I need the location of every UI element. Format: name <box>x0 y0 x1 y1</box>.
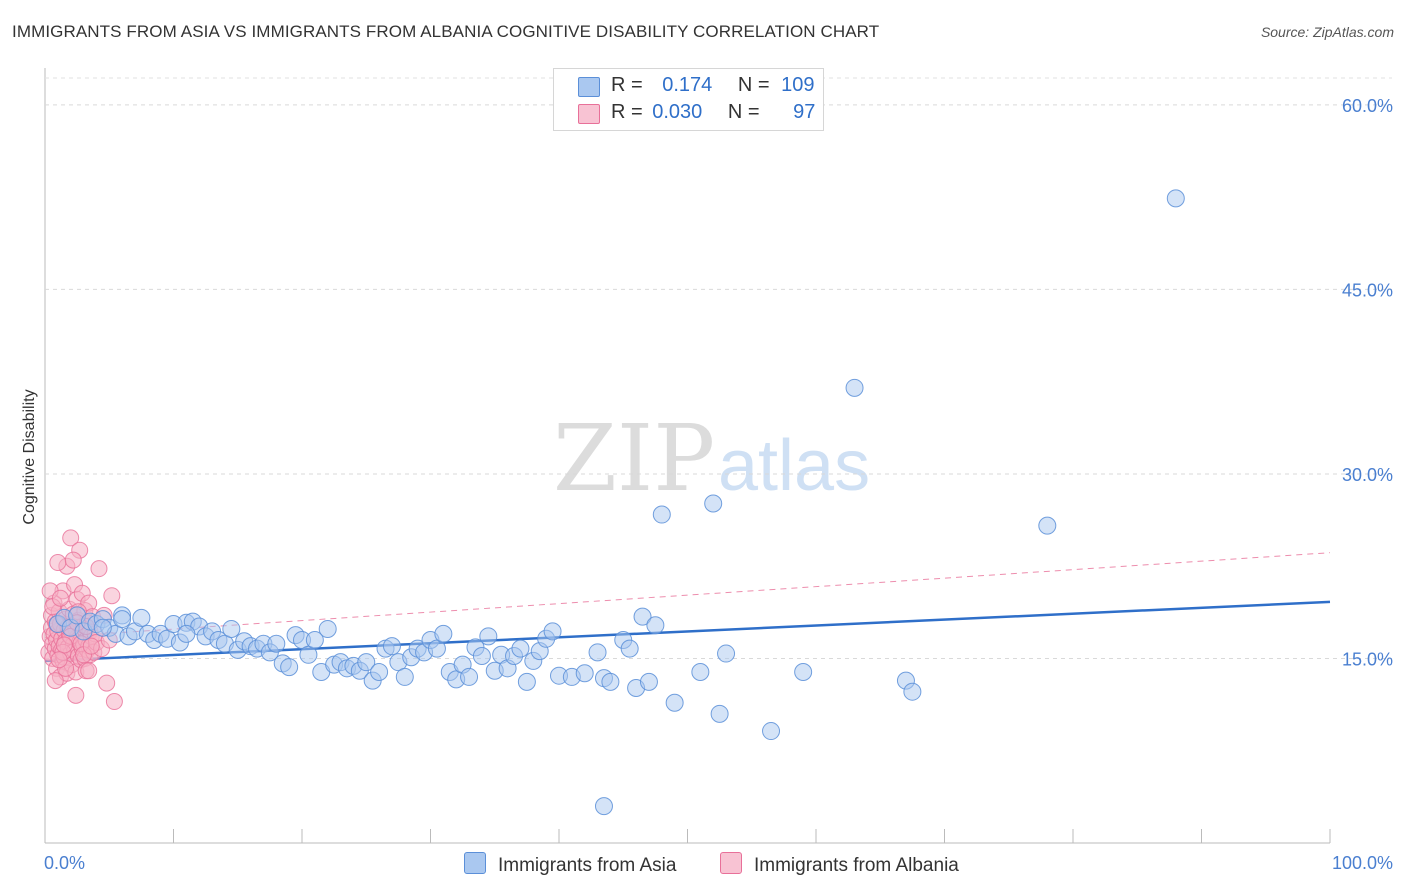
asia-point <box>845 378 864 397</box>
albania-point <box>49 554 67 572</box>
legend-n-value-asia: 109 <box>781 74 815 96</box>
albania-point <box>82 637 100 655</box>
source-label: Source: ZipAtlas.com <box>1260 24 1394 40</box>
legend-r-label: R = <box>611 101 643 123</box>
asia-point <box>517 672 536 691</box>
bottom-legend-swatch-asia <box>464 852 486 874</box>
albania-point <box>98 674 116 692</box>
bottom-legend-swatch-albania <box>720 852 742 874</box>
watermark-zip: ZIP <box>553 405 715 512</box>
legend-swatch-asia <box>578 77 600 97</box>
chart-title: IMMIGRANTS FROM ASIA VS IMMIGRANTS FROM … <box>12 22 880 41</box>
asia-point <box>794 663 813 682</box>
asia-point <box>762 722 781 741</box>
asia-point <box>222 619 241 638</box>
asia-point <box>717 644 736 663</box>
albania-point <box>46 672 64 690</box>
asia-point <box>665 693 684 712</box>
x-tick-marks <box>173 829 1331 843</box>
asia-point <box>639 672 658 691</box>
legend-n-label: N = <box>727 101 760 123</box>
asia-point <box>620 639 639 658</box>
y-axis-label: Cognitive Disability <box>21 389 38 524</box>
asia-point <box>601 672 620 691</box>
asia-point <box>460 667 479 686</box>
albania-point <box>55 636 73 654</box>
legend-r-label: R = <box>611 74 643 96</box>
asia-point <box>511 639 530 658</box>
asia-point <box>543 622 562 641</box>
y-tick-label: 45.0% <box>1342 280 1393 300</box>
asia-point <box>588 643 607 662</box>
asia-point <box>472 647 491 666</box>
bottom-legend-label-albania: Immigrants from Albania <box>754 855 959 876</box>
asia-point <box>646 616 665 635</box>
albania-point <box>103 587 121 605</box>
asia-point <box>132 608 151 627</box>
albania-point <box>51 589 69 607</box>
asia-point <box>305 631 324 650</box>
asia-point <box>267 634 286 653</box>
asia-point <box>479 627 498 646</box>
albania-point <box>62 529 80 547</box>
albania-point <box>50 651 68 669</box>
y-tick-label: 30.0% <box>1342 465 1393 485</box>
asia-point <box>280 658 299 677</box>
legend-n-label: N = <box>737 74 770 96</box>
asia-point <box>113 610 132 629</box>
asia-point <box>177 624 196 643</box>
albania-trend-line <box>44 552 1331 639</box>
asia-point <box>395 667 414 686</box>
asia-point <box>704 494 723 513</box>
asia-point <box>1166 189 1185 208</box>
asia-point <box>903 682 922 701</box>
y-tick-label: 15.0% <box>1342 649 1393 669</box>
asia-point <box>1038 516 1057 535</box>
legend-swatch-albania <box>578 104 600 124</box>
bottom-legend-albania: Immigrants from Albania <box>720 852 959 877</box>
y-tick-labels: 15.0% 30.0% 45.0% 60.0% <box>1342 96 1393 670</box>
legend: R = 0.174 N = 109 R = 0.030 N = 97 <box>553 68 824 131</box>
legend-r-value-asia: 0.174 <box>662 74 713 96</box>
legend-n-value-albania: 97 <box>793 101 816 123</box>
albania-point <box>90 560 108 578</box>
asia-point <box>710 704 729 723</box>
asia-points <box>48 189 1185 816</box>
asia-point <box>652 505 671 524</box>
asia-point <box>633 607 652 626</box>
bottom-legend-label-asia: Immigrants from Asia <box>498 855 677 876</box>
asia-point <box>370 663 389 682</box>
x-tick-label-min: 0.0% <box>44 853 85 873</box>
asia-point <box>93 618 112 637</box>
albania-point <box>64 551 82 569</box>
grid-lines <box>45 77 1392 659</box>
albania-point <box>80 662 98 680</box>
asia-point <box>691 663 710 682</box>
asia-point <box>434 624 453 643</box>
watermark-atlas: atlas <box>718 426 870 506</box>
bottom-legend-asia: Immigrants from Asia <box>464 852 676 877</box>
legend-r-value-albania: 0.030 <box>652 101 703 123</box>
albania-point <box>67 686 85 704</box>
asia-point <box>575 664 594 683</box>
y-tick-label: 60.0% <box>1342 96 1393 116</box>
asia-point <box>357 653 376 672</box>
x-tick-label-max: 100.0% <box>1332 853 1393 873</box>
albania-point <box>105 693 123 711</box>
asia-point <box>594 797 613 816</box>
asia-point <box>318 619 337 638</box>
asia-point <box>382 637 401 656</box>
